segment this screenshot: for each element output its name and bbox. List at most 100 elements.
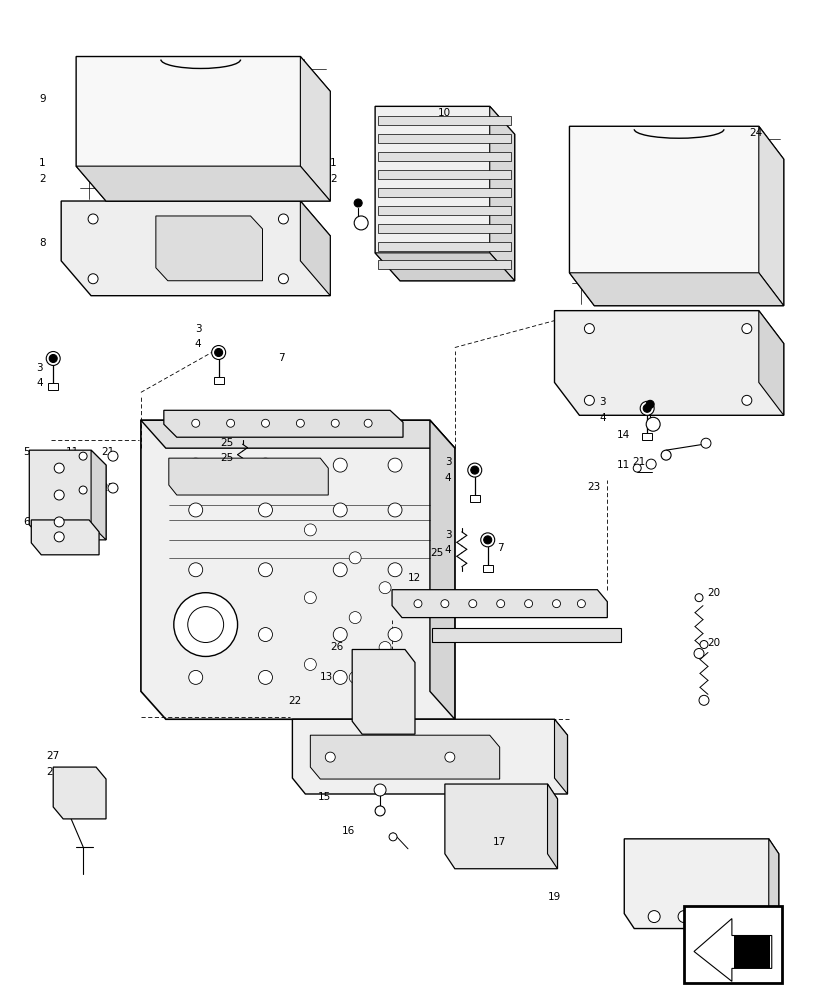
Text: 8: 8 [39, 238, 46, 248]
Circle shape [188, 670, 202, 684]
Circle shape [296, 419, 304, 427]
Circle shape [259, 670, 273, 684]
Text: 10: 10 [438, 108, 451, 118]
Text: 27: 27 [47, 767, 60, 777]
Circle shape [259, 563, 273, 577]
Circle shape [188, 628, 202, 642]
Circle shape [742, 324, 752, 334]
Circle shape [471, 466, 479, 474]
Circle shape [354, 216, 368, 230]
Circle shape [304, 524, 317, 536]
Polygon shape [555, 719, 567, 794]
Polygon shape [91, 450, 106, 540]
Circle shape [584, 395, 594, 405]
Polygon shape [300, 57, 330, 201]
Text: 9: 9 [39, 94, 46, 104]
Text: 20: 20 [707, 638, 720, 648]
Polygon shape [378, 170, 511, 179]
Text: 14: 14 [617, 430, 631, 440]
Circle shape [278, 214, 288, 224]
Circle shape [259, 503, 273, 517]
Circle shape [333, 458, 347, 472]
Circle shape [174, 593, 237, 656]
Circle shape [47, 352, 60, 365]
Text: 3: 3 [195, 324, 202, 334]
Circle shape [333, 670, 347, 684]
Polygon shape [61, 201, 330, 296]
Text: 1: 1 [330, 158, 337, 168]
Text: 7: 7 [278, 353, 285, 363]
Polygon shape [375, 253, 515, 281]
Circle shape [578, 600, 585, 608]
Polygon shape [548, 784, 557, 869]
Text: 7: 7 [497, 543, 503, 553]
Text: 21: 21 [101, 483, 114, 493]
Circle shape [188, 563, 202, 577]
Text: 3: 3 [445, 530, 451, 540]
Text: 25: 25 [220, 438, 234, 448]
Polygon shape [624, 839, 778, 929]
Circle shape [261, 419, 269, 427]
Circle shape [469, 600, 477, 608]
Polygon shape [769, 839, 778, 929]
Circle shape [646, 417, 660, 431]
Circle shape [188, 607, 224, 643]
Circle shape [349, 552, 361, 564]
Polygon shape [156, 216, 263, 281]
Circle shape [700, 641, 708, 648]
Text: 2: 2 [39, 174, 46, 184]
Circle shape [259, 458, 273, 472]
Text: 1: 1 [39, 158, 46, 168]
Text: 18: 18 [520, 633, 533, 643]
Circle shape [646, 459, 656, 469]
Circle shape [227, 419, 234, 427]
Polygon shape [490, 106, 515, 281]
Circle shape [741, 911, 753, 923]
Circle shape [278, 274, 288, 284]
Circle shape [54, 490, 64, 500]
Circle shape [259, 628, 273, 642]
Polygon shape [300, 201, 330, 296]
Circle shape [641, 401, 654, 415]
Circle shape [484, 536, 492, 544]
Circle shape [468, 463, 481, 477]
Text: 11: 11 [66, 483, 79, 493]
Polygon shape [378, 224, 511, 233]
Text: 6: 6 [24, 517, 30, 527]
Circle shape [108, 451, 118, 461]
Polygon shape [378, 134, 511, 143]
Circle shape [694, 648, 704, 658]
Text: 3: 3 [599, 397, 606, 407]
Polygon shape [570, 126, 783, 306]
Circle shape [192, 419, 200, 427]
Circle shape [215, 349, 223, 356]
Circle shape [374, 784, 386, 796]
Circle shape [331, 419, 339, 427]
Circle shape [695, 594, 703, 602]
Polygon shape [53, 767, 106, 819]
Circle shape [88, 274, 98, 284]
Circle shape [708, 911, 720, 923]
Polygon shape [310, 735, 499, 779]
Circle shape [304, 592, 317, 604]
Circle shape [633, 464, 641, 472]
Circle shape [388, 628, 402, 642]
Polygon shape [642, 433, 652, 440]
Text: 15: 15 [318, 792, 331, 802]
Circle shape [648, 911, 660, 923]
Circle shape [379, 642, 391, 653]
Polygon shape [164, 410, 403, 437]
Polygon shape [378, 152, 511, 161]
Circle shape [326, 752, 335, 762]
Circle shape [379, 582, 391, 594]
Polygon shape [445, 784, 557, 869]
Polygon shape [378, 242, 511, 251]
Bar [684, 906, 782, 983]
Polygon shape [214, 377, 224, 384]
Circle shape [388, 563, 402, 577]
Polygon shape [759, 311, 783, 415]
Circle shape [481, 533, 494, 547]
Polygon shape [353, 649, 415, 734]
Polygon shape [570, 273, 783, 306]
Polygon shape [432, 628, 621, 642]
